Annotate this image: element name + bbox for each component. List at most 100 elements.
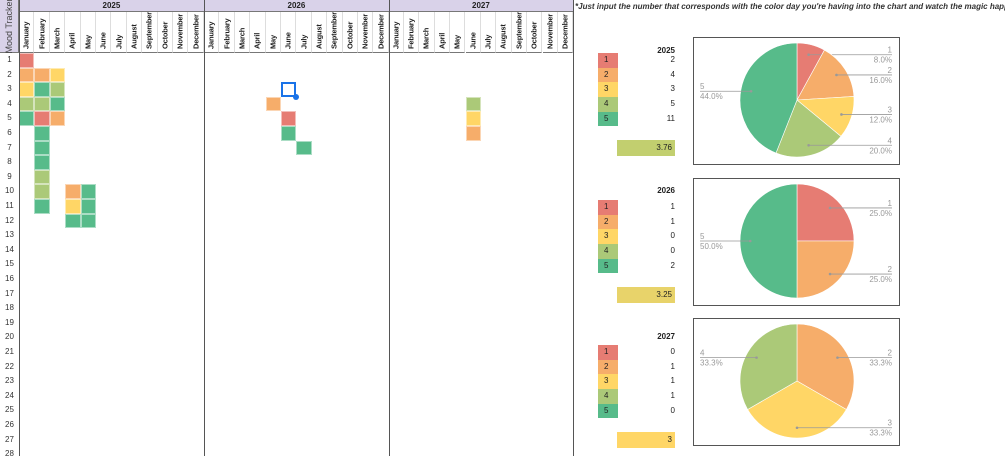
pie-chart-2025[interactable]: 1 8.0% 2 16.0% 3 12.0% 4 20.0% 5 44.0%	[693, 37, 900, 165]
mood-level-4: 4	[598, 389, 618, 404]
mood-cell[interactable]	[34, 126, 50, 141]
pie-leader-dot	[749, 89, 753, 93]
pie-leader-dot	[748, 239, 752, 243]
pie-slice-3[interactable]	[747, 380, 847, 439]
month-label: April	[67, 32, 77, 49]
mood-cell[interactable]	[65, 199, 81, 214]
day-row-label: 26	[5, 420, 14, 429]
day-row-label: 5	[7, 113, 12, 123]
day-row-label: 16	[5, 274, 14, 283]
month-header-january: January	[19, 12, 35, 53]
pie-leader-dot	[840, 113, 843, 116]
month-header-october: October	[527, 12, 543, 53]
month-label: January	[21, 21, 31, 49]
pie-slice-2[interactable]	[796, 323, 855, 410]
mood-cell[interactable]	[19, 82, 35, 97]
month-label: July	[299, 34, 309, 49]
mood-cell[interactable]	[65, 184, 81, 199]
mood-cell[interactable]	[465, 111, 481, 126]
mood-cell[interactable]	[465, 126, 481, 141]
mood-level-5: 5	[598, 403, 618, 419]
month-header-december: December	[557, 12, 574, 53]
month-label: March	[421, 27, 431, 49]
mood-count: 1	[670, 361, 675, 371]
mood-cell[interactable]	[80, 213, 96, 229]
mood-cell[interactable]	[80, 199, 96, 214]
pie-svg: 233.3%333.3%433.3%	[700, 323, 893, 439]
mood-cell[interactable]	[19, 53, 35, 68]
mood-cell[interactable]	[265, 96, 281, 112]
mood-cell[interactable]	[65, 213, 81, 229]
mood-tracker-title: Mood Tracker	[0, 0, 19, 54]
mood-cell[interactable]	[281, 126, 297, 141]
mood-level-4: 4	[598, 97, 618, 112]
mood-cell[interactable]	[34, 169, 50, 185]
mood-count: 2	[670, 260, 675, 270]
pie-leader-dot	[807, 143, 810, 147]
mood-cell[interactable]	[34, 67, 50, 83]
mood-cell[interactable]	[34, 184, 50, 199]
mood-cell[interactable]	[34, 96, 50, 112]
month-label: December	[191, 14, 201, 49]
month-label: November	[175, 13, 185, 49]
pie-data-label: 3	[888, 105, 893, 114]
selected-cell[interactable]	[281, 82, 297, 97]
mood-cell[interactable]	[34, 155, 50, 170]
mood-cell[interactable]	[19, 67, 35, 83]
month-header-june: June	[281, 12, 297, 53]
instruction-note: *Just input the number that corresponds …	[575, 2, 1005, 11]
pie-slice-4[interactable]	[739, 323, 798, 410]
mood-cell[interactable]	[49, 96, 66, 112]
month-header-april: April	[250, 12, 266, 53]
pie-chart-2026[interactable]: 1 25.0% 2 25.0% 5 50.0%	[693, 178, 900, 306]
pie-data-label: 2	[888, 66, 893, 75]
mood-cell[interactable]	[19, 96, 35, 112]
year-divider	[573, 0, 574, 456]
mood-level-1: 1	[598, 200, 618, 215]
pie-data-label: 1	[888, 46, 893, 55]
day-row-label: 12	[5, 215, 14, 225]
month-header-august: August	[126, 12, 143, 53]
mood-cell[interactable]	[49, 111, 66, 126]
pie-chart-2027[interactable]: 2 33.3% 3 33.3% 4 33.3%	[693, 318, 900, 446]
year-header-2026: 2026	[204, 0, 389, 12]
pie-data-label: 4	[888, 136, 893, 145]
mood-cell[interactable]	[465, 96, 481, 112]
month-label: December	[560, 14, 570, 49]
selection-fill-handle[interactable]	[293, 93, 300, 100]
mood-cell[interactable]	[34, 82, 50, 97]
month-label: October	[160, 21, 170, 49]
mood-cell[interactable]	[34, 140, 50, 156]
mood-cell[interactable]	[34, 199, 50, 214]
mood-count: 0	[670, 231, 675, 241]
pie-data-label: 5	[700, 232, 705, 241]
pie-svg: 125.0%225.0%550.0%	[700, 183, 893, 299]
month-label: May	[268, 35, 278, 49]
month-label: May	[452, 35, 462, 49]
pie-slice-2[interactable]	[796, 240, 855, 299]
mood-cell[interactable]	[296, 140, 312, 156]
pie-slice-1[interactable]	[796, 183, 855, 242]
pie-svg: 18.0%216.0% 312.0% 420.0% 544.0%	[700, 42, 893, 158]
pie-slice-4[interactable]	[775, 99, 842, 158]
mood-cell[interactable]	[19, 111, 35, 126]
pie-slice-2[interactable]	[796, 49, 855, 101]
day-row-label: 21	[5, 347, 14, 356]
mood-cell[interactable]	[34, 111, 50, 126]
mood-cell[interactable]	[49, 67, 66, 83]
pie-data-label: 3	[888, 419, 893, 428]
month-header-june: June	[465, 12, 481, 53]
pie-data-label: 2	[888, 349, 893, 358]
pie-slice-5[interactable]	[739, 42, 798, 154]
mood-cell[interactable]	[49, 82, 66, 97]
pie-leader-dot	[807, 53, 810, 57]
mood-cell[interactable]	[281, 111, 297, 126]
pie-leader-dot	[828, 206, 832, 210]
pie-leader-dot	[795, 426, 799, 430]
mood-level-3: 3	[598, 374, 618, 390]
month-header-july: July	[480, 12, 497, 53]
month-header-november: November	[542, 12, 558, 53]
mood-cell[interactable]	[80, 184, 96, 199]
pie-data-label: 33.3%	[869, 359, 892, 368]
mood-count: 3	[670, 84, 675, 94]
